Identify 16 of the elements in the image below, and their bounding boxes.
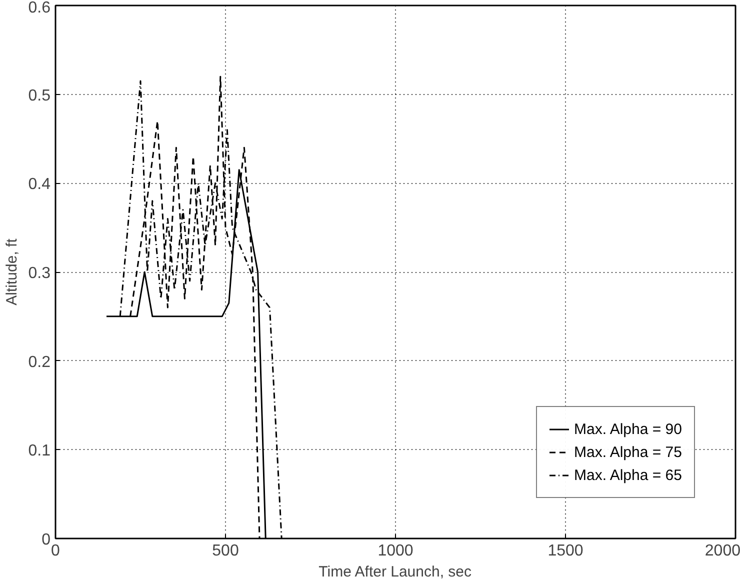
legend-label: Max. Alpha = 65 — [574, 466, 682, 484]
y-tick-label: 0.2 — [28, 354, 51, 371]
x-tick-label: 1500 — [548, 542, 584, 560]
y-tick-label: 0 — [42, 532, 51, 548]
y-tick-label: 0.1 — [28, 442, 51, 460]
y-tick-label: 0.3 — [28, 265, 51, 282]
legend-label: Max. Alpha = 90 — [574, 420, 682, 438]
y-axis-title: Altitude, ft — [3, 238, 20, 306]
legend-label: Max. Alpha = 75 — [574, 444, 682, 460]
x-tick-label: 500 — [212, 542, 239, 560]
x-tick-label: 1000 — [378, 542, 414, 560]
y-tick-label: 0.4 — [28, 176, 51, 194]
x-tick-label: 2000 — [704, 542, 740, 560]
y-tick-label: 0.6 — [28, 0, 51, 16]
x-axis-title: Time After Launch, sec — [318, 564, 472, 580]
y-tick-label: 0.5 — [28, 87, 51, 104]
